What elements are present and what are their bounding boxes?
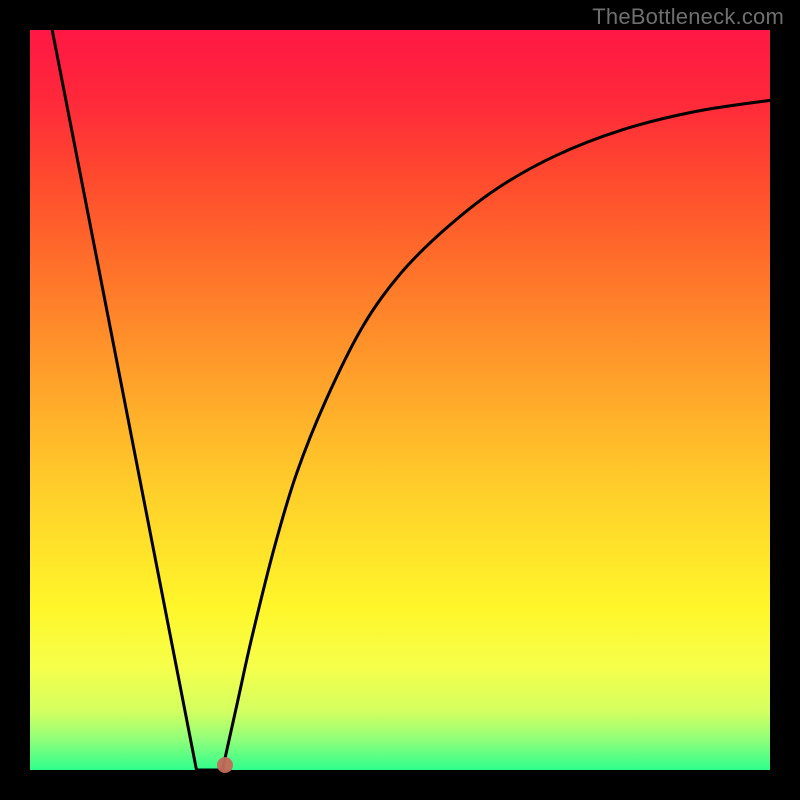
bottleneck-marker-dot [217,757,233,773]
chart-svg [30,30,770,770]
watermark-label: TheBottleneck.com [592,4,784,30]
plot-area [30,30,770,770]
bottleneck-curve [52,30,770,770]
chart-frame: TheBottleneck.com [0,0,800,800]
